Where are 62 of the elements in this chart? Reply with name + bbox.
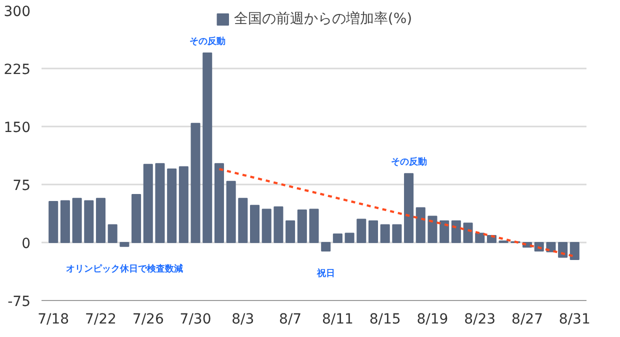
bar xyxy=(286,220,296,243)
bar xyxy=(96,198,106,243)
x-tick-label: 7/30 xyxy=(180,312,212,328)
y-tick-label: 75 xyxy=(12,178,31,194)
bar xyxy=(120,242,130,247)
annotation: その反動 xyxy=(189,36,226,48)
x-tick-label: 7/18 xyxy=(38,312,70,328)
x-tick-label: 7/26 xyxy=(132,312,164,328)
bar xyxy=(392,224,402,243)
bar xyxy=(190,122,200,243)
bar xyxy=(84,200,94,243)
bar xyxy=(404,173,414,243)
x-tick-label: 8/31 xyxy=(558,312,590,328)
bar xyxy=(309,208,319,243)
bar xyxy=(167,168,177,243)
y-tick-label: -75 xyxy=(8,294,31,310)
bar xyxy=(178,166,188,243)
bar xyxy=(344,232,354,243)
bar xyxy=(60,200,70,243)
bar xyxy=(143,164,153,243)
x-tick-label: 7/22 xyxy=(85,312,116,328)
bar xyxy=(226,180,236,243)
y-tick-label: 300 xyxy=(4,4,31,20)
x-tick-label: 8/3 xyxy=(232,312,254,328)
x-tick-label: 8/19 xyxy=(416,312,448,328)
x-tick-label: 8/23 xyxy=(464,312,496,328)
bar xyxy=(558,242,568,258)
x-tick-label: 8/27 xyxy=(512,312,543,328)
bar xyxy=(356,218,366,243)
bar xyxy=(262,208,272,243)
bar xyxy=(202,52,212,243)
bar xyxy=(108,224,118,243)
bar xyxy=(463,222,473,243)
annotation: その反動 xyxy=(390,156,427,168)
bar xyxy=(48,201,58,243)
x-tick-label: 8/7 xyxy=(279,312,302,328)
y-tick-label: 0 xyxy=(22,236,31,252)
bar xyxy=(132,194,142,243)
bar xyxy=(214,163,224,243)
bar xyxy=(297,210,307,243)
legend-label: 全国の前週からの増加率(%) xyxy=(234,10,412,28)
bar xyxy=(250,204,260,243)
bar xyxy=(570,242,580,260)
bar xyxy=(321,242,331,252)
bar xyxy=(440,220,450,243)
bar xyxy=(475,232,485,243)
bar xyxy=(274,206,284,243)
y-tick-label: 225 xyxy=(4,62,31,78)
annotation: 祝日 xyxy=(316,268,335,280)
bar xyxy=(332,233,342,243)
bar xyxy=(428,216,438,243)
bar xyxy=(368,220,378,243)
annotation: オリンピック休日で検査数減 xyxy=(66,263,183,274)
x-tick-label: 8/11 xyxy=(322,312,354,328)
bar xyxy=(380,224,390,243)
bar xyxy=(238,198,248,243)
x-tick-label: 8/15 xyxy=(369,312,401,328)
bar xyxy=(451,220,461,243)
bar xyxy=(155,163,165,243)
bar xyxy=(72,198,82,243)
y-tick-label: 150 xyxy=(4,120,31,136)
bar xyxy=(416,207,426,243)
